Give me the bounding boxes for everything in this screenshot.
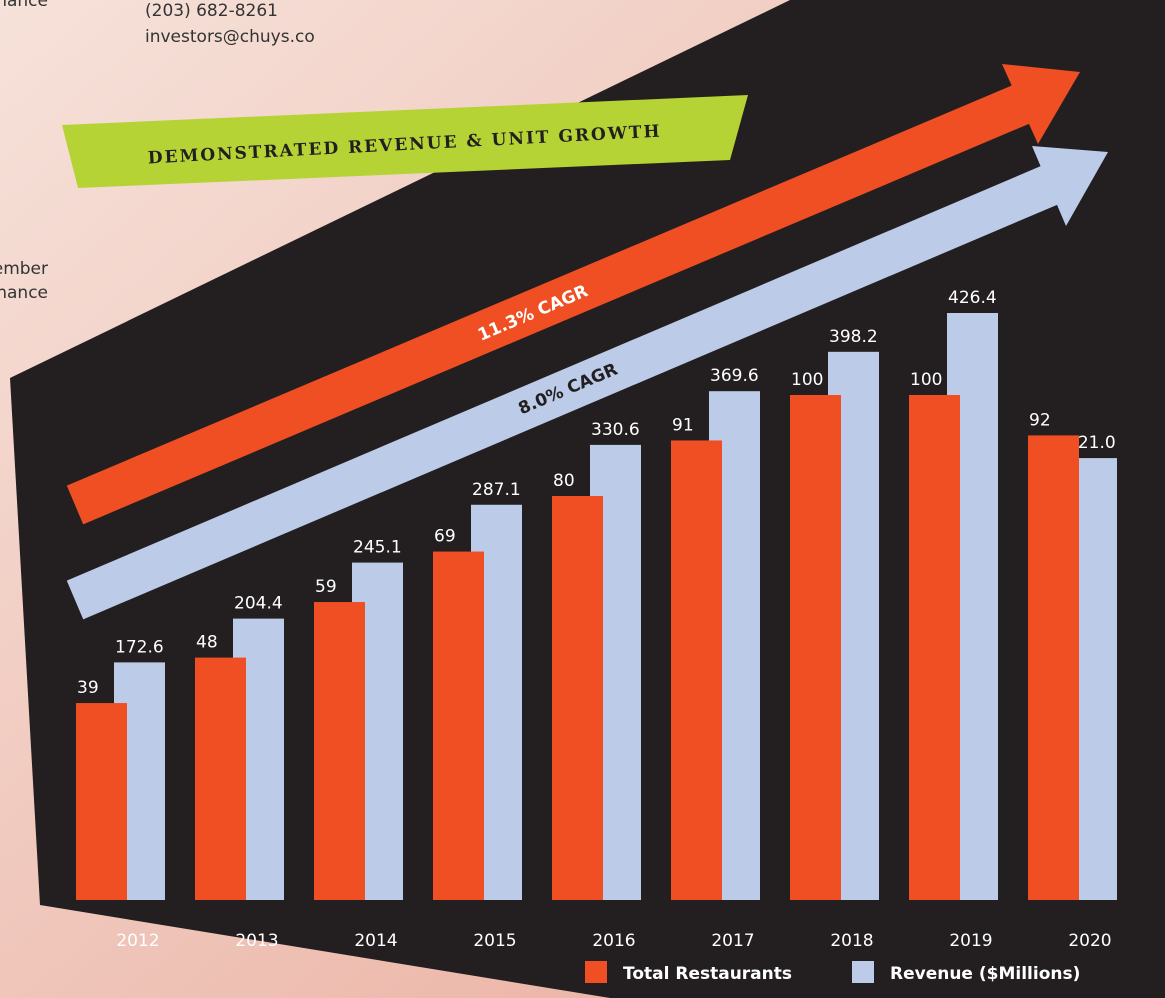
bar <box>433 552 484 900</box>
bar <box>909 395 960 900</box>
bar <box>790 395 841 900</box>
value-label: 100 <box>910 370 942 390</box>
legend-swatch <box>585 961 607 983</box>
phone: (203) 682-8261 <box>145 1 278 21</box>
x-tick-label: 2020 <box>1068 931 1111 951</box>
value-label: 48 <box>196 633 218 653</box>
value-label: 92 <box>1029 410 1051 430</box>
x-tick-label: 2018 <box>830 931 873 951</box>
bar <box>552 496 603 900</box>
x-tick-label: 2019 <box>949 931 992 951</box>
bar <box>195 658 246 900</box>
email: investors@chuys.co <box>145 27 315 47</box>
value-label: 369.6 <box>710 366 759 386</box>
value-label: 426.4 <box>948 288 997 308</box>
x-tick-label: 2016 <box>592 931 635 951</box>
cropped-text: nance <box>0 0 48 11</box>
x-tick-label: 2017 <box>711 931 754 951</box>
value-label: 398.2 <box>829 327 878 347</box>
value-label: 245.1 <box>353 538 402 558</box>
value-label: 39 <box>77 678 99 698</box>
x-tick-label: 2015 <box>473 931 516 951</box>
infographic: nance ember rnance (203) 682-8261 invest… <box>0 0 1165 998</box>
bar <box>76 703 127 900</box>
value-label: 80 <box>553 471 575 491</box>
page: nance ember rnance (203) 682-8261 invest… <box>0 0 1165 998</box>
x-tick-label: 2013 <box>235 931 278 951</box>
value-label: 69 <box>434 527 456 547</box>
value-label: 330.6 <box>591 420 640 440</box>
value-label: 91 <box>672 415 694 435</box>
value-label: 172.6 <box>115 637 164 657</box>
value-label: 59 <box>315 577 337 597</box>
value-label: 204.4 <box>234 594 283 614</box>
bar <box>314 602 365 900</box>
bar <box>1028 435 1079 900</box>
x-tick-label: 2012 <box>116 931 159 951</box>
legend-label: Revenue ($Millions) <box>890 964 1080 984</box>
value-label: 100 <box>791 370 823 390</box>
legend-swatch <box>852 961 874 983</box>
value-label: 287.1 <box>472 480 521 500</box>
legend-label: Total Restaurants <box>623 964 792 984</box>
x-tick-label: 2014 <box>354 931 397 951</box>
bar <box>671 440 722 900</box>
